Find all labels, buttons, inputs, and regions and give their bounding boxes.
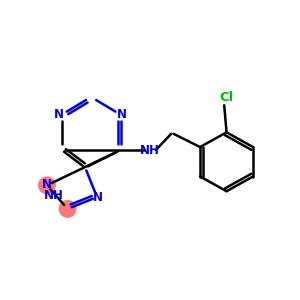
Circle shape: [39, 177, 55, 194]
Text: N: N: [117, 108, 127, 121]
Text: Cl: Cl: [219, 91, 234, 104]
Text: N: N: [42, 178, 52, 191]
Circle shape: [59, 201, 76, 217]
Text: NH: NH: [140, 144, 160, 157]
Text: N: N: [93, 190, 103, 204]
Text: N: N: [54, 108, 64, 121]
Text: NH: NH: [44, 189, 63, 202]
